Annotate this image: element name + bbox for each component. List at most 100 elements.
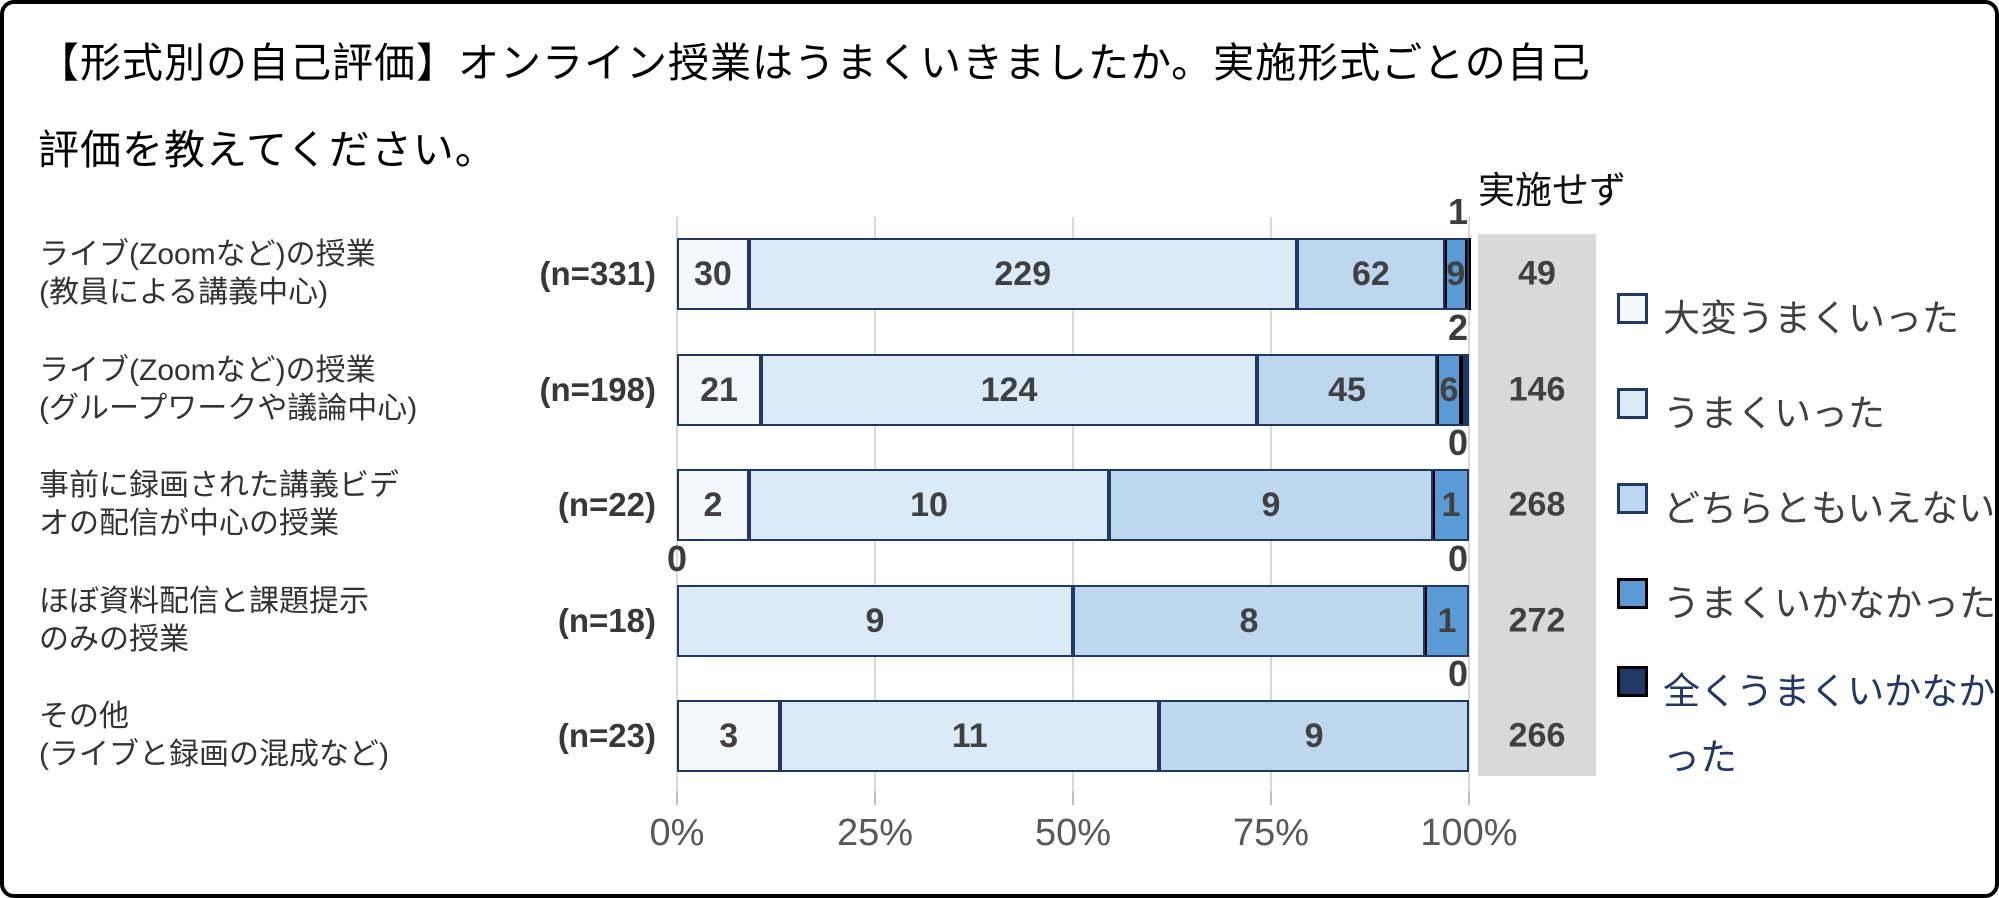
legend-item: うまくいかなかった bbox=[1617, 571, 1995, 631]
category-label: ライブ(Zoomなど)の授業 (教員による講義中心) bbox=[39, 236, 376, 312]
legend-item: うまくいった bbox=[1617, 381, 1995, 441]
stacked-bar: 30 229 62 9 bbox=[677, 238, 1471, 310]
segment-value: 62 bbox=[1351, 254, 1390, 293]
not-implemented-value: 49 bbox=[1518, 254, 1556, 293]
segment-value-outside: 2 bbox=[1447, 307, 1469, 348]
segment-value-outside: 0 bbox=[1447, 653, 1469, 694]
x-axis-label: 0% bbox=[649, 812, 705, 854]
sample-size-label: (n=198) bbox=[539, 371, 656, 408]
segment-value-outside: 0 bbox=[1447, 538, 1469, 579]
bar-segment-大変うまくいった: 30 bbox=[677, 238, 749, 310]
not-implemented-value: 266 bbox=[1508, 716, 1566, 755]
legend-item: 全くうまくいかなかった bbox=[1617, 659, 1995, 778]
segment-value-outside: 1 bbox=[1447, 191, 1469, 232]
segment-value: 9 bbox=[1304, 716, 1324, 755]
legend-label: どちらともいえない bbox=[1663, 488, 1996, 529]
not-implemented-band bbox=[1478, 234, 1596, 776]
category-label-line: オの配信が中心の授業 bbox=[39, 507, 339, 540]
category-label: 事前に録画された講義ビデ オの配信が中心の授業 bbox=[39, 467, 399, 543]
segment-value: 10 bbox=[910, 485, 948, 524]
segment-value: 6 bbox=[1439, 370, 1459, 409]
bar-segment-うまくいった: 10 bbox=[749, 469, 1109, 541]
bar-segment-どちらともいえない: 45 bbox=[1257, 354, 1437, 426]
axis-tick-0% bbox=[676, 791, 678, 805]
sample-size-label: (n=23) bbox=[557, 717, 656, 754]
legend-swatch-icon bbox=[1617, 388, 1648, 419]
segment-value: 124 bbox=[980, 370, 1038, 409]
bar-segment-うまくいかなかった: 1 bbox=[1433, 469, 1469, 541]
segment-value: 8 bbox=[1239, 601, 1259, 640]
sample-size-label: (n=22) bbox=[557, 486, 656, 523]
legend-label: 大変うまくいった bbox=[1663, 298, 1959, 339]
bar-segment-うまくいかなかった: 1 bbox=[1425, 585, 1469, 657]
x-axis-label: 50% bbox=[1034, 812, 1112, 854]
bar-segment-うまくいった: 124 bbox=[761, 354, 1257, 426]
category-label-line: のみの授業 bbox=[39, 623, 189, 656]
bar-segment-どちらともいえない: 8 bbox=[1073, 585, 1425, 657]
segment-value: 45 bbox=[1328, 370, 1366, 409]
category-label-line: (ライブと録画の混成など) bbox=[39, 738, 389, 771]
segment-value: 2 bbox=[703, 485, 723, 524]
x-axis-label: 25% bbox=[836, 812, 914, 854]
segment-value: 229 bbox=[994, 254, 1052, 293]
axis-tick-25% bbox=[874, 791, 876, 805]
legend-swatch-icon bbox=[1617, 578, 1648, 609]
x-axis-label: 75% bbox=[1232, 812, 1310, 854]
legend-label: 全くうまくいかなかった bbox=[1663, 671, 1996, 778]
segment-value: 3 bbox=[719, 716, 739, 755]
bar-segment-大変うまくいった: 21 bbox=[677, 354, 761, 426]
stacked-bar: 3 11 9 bbox=[677, 700, 1469, 772]
legend-label: うまくいかなかった bbox=[1663, 583, 1996, 624]
bar-segment-どちらともいえない: 62 bbox=[1296, 238, 1446, 310]
axis-tick-75% bbox=[1270, 791, 1272, 805]
category-label: その他 (ライブと録画の混成など) bbox=[39, 698, 389, 774]
segment-value: 1 bbox=[1437, 601, 1457, 640]
segment-value: 9 bbox=[1261, 485, 1281, 524]
legend-label: うまくいった bbox=[1663, 393, 1885, 434]
bar-segment-うまくいった: 9 bbox=[677, 585, 1073, 657]
segment-value: 9 bbox=[865, 601, 885, 640]
bar-segment-うまくいった: 229 bbox=[748, 238, 1297, 310]
bar-segment-うまくいかなかった: 9 bbox=[1445, 238, 1467, 310]
segment-value: 21 bbox=[700, 370, 738, 409]
legend-item: 大変うまくいった bbox=[1617, 286, 1995, 346]
x-axis-label: 100% bbox=[1420, 812, 1518, 854]
category-label-line: 事前に録画された講義ビデ bbox=[39, 469, 399, 502]
segment-value-outside: 0 bbox=[666, 538, 688, 579]
not-implemented-value: 272 bbox=[1508, 601, 1566, 640]
axis-tick-50% bbox=[1072, 791, 1074, 805]
category-label: ほぼ資料配信と課題提示 のみの授業 bbox=[39, 583, 369, 659]
segment-value-outside: 0 bbox=[1447, 422, 1469, 463]
gridline-100% bbox=[1468, 217, 1470, 791]
segment-value: 9 bbox=[1446, 254, 1466, 293]
bar-segment-全くうまくいかなかった bbox=[1466, 238, 1471, 310]
legend-swatch-icon bbox=[1617, 293, 1648, 324]
not-implemented-value: 146 bbox=[1508, 370, 1566, 409]
bar-segment-どちらともいえない: 9 bbox=[1159, 700, 1469, 772]
legend-swatch-icon bbox=[1617, 666, 1648, 697]
bar-segment-うまくいかなかった: 6 bbox=[1437, 354, 1461, 426]
chart-title: 【形式別の自己評価】オンライン授業はうまくいきましたか。実施形式ごとの自己評価を… bbox=[38, 40, 1591, 173]
segment-value: 1 bbox=[1441, 485, 1461, 524]
not-implemented-value: 268 bbox=[1508, 485, 1566, 524]
bar-segment-どちらともいえない: 9 bbox=[1109, 469, 1433, 541]
category-label-line: (グループワークや議論中心) bbox=[39, 392, 418, 425]
bar-segment-うまくいった: 11 bbox=[780, 700, 1160, 772]
sample-size-label: (n=18) bbox=[557, 602, 656, 639]
category-label-line: ライブ(Zoomなど)の授業 bbox=[39, 238, 376, 271]
bar-segment-全くうまくいかなかった bbox=[1461, 354, 1469, 426]
category-label-line: ライブ(Zoomなど)の授業 bbox=[39, 354, 376, 387]
bar-segment-大変うまくいった: 3 bbox=[677, 700, 781, 772]
category-label-line: その他 bbox=[39, 700, 129, 733]
not-implemented-header: 実施せず bbox=[1478, 170, 1626, 211]
axis-tick-100% bbox=[1468, 791, 1470, 805]
category-label-line: ほぼ資料配信と課題提示 bbox=[39, 585, 369, 618]
segment-value: 30 bbox=[693, 254, 732, 293]
legend-swatch-icon bbox=[1617, 483, 1648, 514]
stacked-bar: 2 10 9 1 bbox=[677, 469, 1469, 541]
segment-value: 11 bbox=[951, 716, 988, 755]
stacked-bar: 9 8 1 bbox=[677, 585, 1469, 657]
bar-segment-大変うまくいった: 2 bbox=[677, 469, 749, 541]
category-label: ライブ(Zoomなど)の授業 (グループワークや議論中心) bbox=[39, 352, 417, 428]
